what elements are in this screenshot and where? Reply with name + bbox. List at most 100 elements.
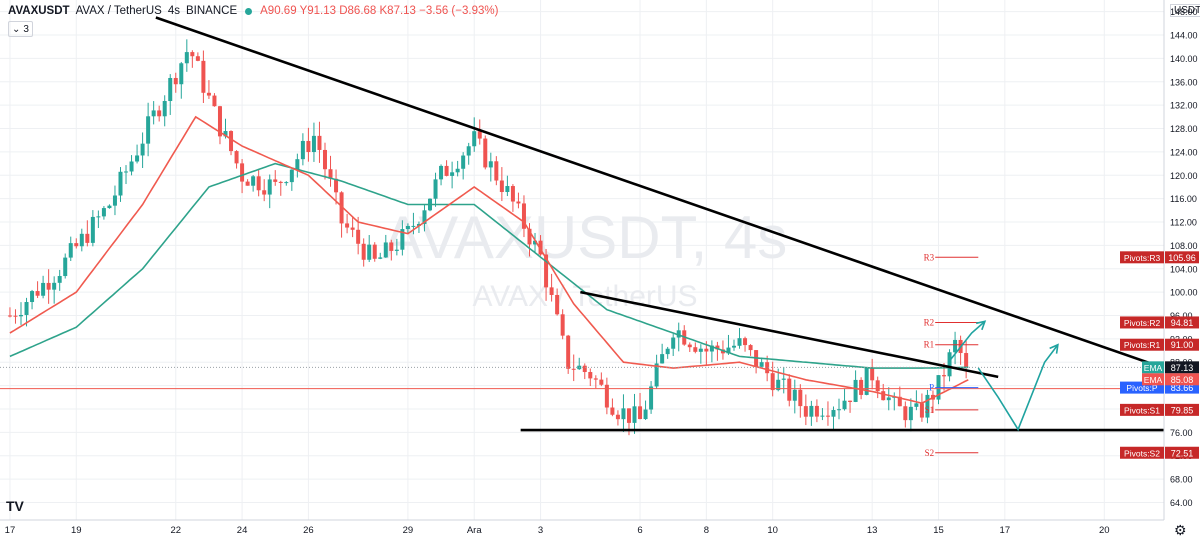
candle-body [433,179,438,199]
candle-body [63,257,68,277]
candle-body [837,409,842,411]
candle-body [334,178,339,193]
ema-label-box [1142,373,1164,386]
candle-body [604,384,609,408]
candle-body [356,229,361,244]
candle-body [245,181,250,186]
candle-body [146,116,151,144]
candle-body [284,182,289,184]
y-tick-label: 96.00 [1170,311,1193,321]
indicator-count: 3 [23,23,29,35]
candle-body [195,56,200,61]
timeframe-label[interactable]: 4s [167,5,181,17]
pivot-tag-r3: R3 [924,252,935,262]
ema-value-0: 87.13 [1171,363,1194,373]
candle-body [632,406,637,423]
y-tick-label: 64.00 [1170,498,1193,508]
pivot-value-box [1165,338,1199,351]
candle-body [731,345,736,348]
x-tick-label: 6 [637,525,642,536]
candle-body [422,210,427,224]
candle-body [825,415,830,417]
candle-body [345,223,350,228]
candle-body [781,378,786,380]
x-tick-label: 24 [237,525,248,536]
tradingview-logo-icon[interactable]: TV [6,498,24,514]
candle-body [444,165,449,176]
pivot-value-s2: 72.51 [1171,448,1194,458]
pivot-label-box [1120,446,1164,459]
candle-body [842,400,847,410]
ema-slow-line [9,162,969,369]
candle-body [533,240,538,245]
candle-body [809,405,814,417]
candle-body [173,77,178,85]
candle-body [201,60,206,93]
candle-body [566,335,571,369]
y-tick-label: 104.00 [1170,264,1198,274]
candle-body [560,314,565,336]
candle-body [140,143,145,156]
candle-body [953,339,958,353]
y-tick-label: 124.00 [1170,147,1198,157]
candle-body [792,389,797,401]
candle-body [101,208,106,217]
candle-body [859,379,864,395]
candle-body [135,155,140,162]
pivot-value-r1: 91.00 [1171,340,1194,350]
gear-icon[interactable]: ⚙ [1174,522,1187,538]
candle-body [698,348,703,352]
candle-body [787,378,792,401]
candle-body [179,63,184,85]
candle-body [118,171,123,196]
pivot-value-box [1165,251,1199,264]
chart-header: AVAXUSDT AVAX / TetherUS 4s BINANCE A90.… [8,3,498,19]
symbol-label[interactable]: AVAXUSDT [8,5,70,17]
y-tick-label: 144.00 [1170,31,1198,41]
candle-body [439,165,444,180]
candle-body [848,400,853,402]
pivot-label-box [1120,251,1164,264]
candle-body [964,353,969,368]
pair-label: AVAX / TetherUS [75,5,162,17]
candle-body [743,338,748,346]
candle-body [389,242,394,251]
candle-body [79,233,84,247]
candle-body [68,243,73,258]
currency-label[interactable]: USDT [1170,4,1200,17]
ema-value-box [1165,373,1199,386]
candle-body [875,380,880,392]
candle-body [278,181,283,183]
x-tick-label: 22 [170,525,181,536]
pivot-tag-s1: S1 [925,405,935,415]
candle-body [477,131,482,139]
pivot-label-s1: Pivots:S1 [1124,405,1160,415]
candle-body [870,367,875,381]
ema-fast-line [9,115,969,404]
candle-body [372,244,377,259]
pivot-tag-p: P [929,383,934,393]
candle-body [510,186,515,202]
candle-body [803,406,808,417]
candle-body [450,172,455,176]
candle-body [322,149,327,170]
pivot-label-s2: Pivots:S2 [1124,448,1160,458]
candle-body [240,163,245,182]
indicators-toggle-button[interactable]: ⌄ 3 [8,21,33,37]
ohlc-readout: A90.69 Y91.13 D86.68 K87.13 −3.56 (−3.93… [260,5,499,17]
exchange-label: BINANCE [186,5,238,17]
pivot-value-p: 83.66 [1171,383,1194,393]
candle-body [621,408,626,420]
candle-body [19,314,24,317]
candle-body [129,161,134,172]
candle-body [886,397,891,401]
candle-body [30,291,35,303]
candle-body [820,415,825,417]
candle-body [516,201,521,204]
candle-body [798,389,803,407]
candle-body [383,242,388,258]
candle-body [814,405,819,417]
